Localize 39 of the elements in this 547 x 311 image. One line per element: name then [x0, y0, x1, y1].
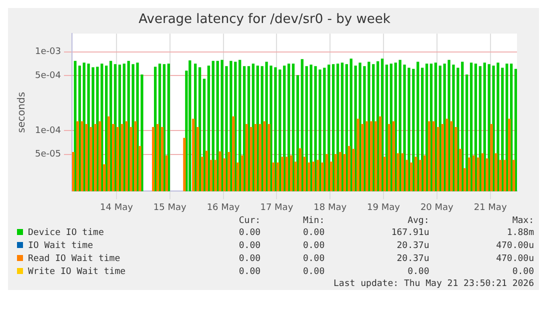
x-tick-label: 14 May: [100, 202, 134, 213]
y-tick-label: 1e-03: [34, 47, 61, 58]
text: 0.00: [302, 227, 326, 240]
text: 0.00: [511, 266, 535, 279]
text: 0.00: [406, 266, 430, 279]
legend-label: Read IO Wait time: [28, 254, 120, 264]
text: 470.00u: [495, 253, 535, 266]
text: Avg:: [406, 216, 430, 227]
text: 0.00: [238, 240, 262, 253]
text: 20.37u: [396, 253, 430, 266]
text: Max:: [511, 216, 535, 227]
text: 470.00u: [495, 240, 535, 253]
text: 0.00: [302, 240, 326, 253]
x-tick-label: 16 May: [206, 202, 240, 213]
text: Cur:: [238, 216, 262, 227]
x-tick-label: 21 May: [474, 202, 508, 213]
text: 0.00: [238, 227, 262, 240]
chart-title: Average latency for /dev/sr0 - by week: [138, 12, 391, 28]
x-tick-label: 18 May: [314, 202, 348, 213]
x-tick-label: 20 May: [420, 202, 454, 213]
legend-label: Write IO Wait time: [28, 267, 126, 277]
text: 167.91u: [390, 227, 430, 240]
y-tick-label: 1e-04: [34, 126, 62, 136]
legend-label: Device IO time: [28, 228, 104, 238]
text: 0.00: [238, 266, 262, 279]
text: 0.00: [302, 253, 326, 266]
text: 0.00: [302, 266, 326, 279]
y-tick-label: 5e-04: [34, 70, 62, 81]
legend-label: IO Wait time: [28, 241, 94, 251]
text: Min:: [302, 216, 326, 227]
x-tick-label: 17 May: [260, 202, 294, 213]
x-tick-label: 19 May: [367, 202, 401, 213]
text: Last update: Thu May 21 23:50:21 2026: [332, 279, 535, 290]
text: 0.00: [238, 253, 262, 266]
y-tick-label: 5e-05: [34, 150, 61, 160]
y-axis-title: seconds: [16, 92, 28, 133]
text: 20.37u: [396, 240, 430, 253]
text: 1.88m: [506, 227, 535, 240]
x-tick-label: 15 May: [153, 202, 188, 213]
